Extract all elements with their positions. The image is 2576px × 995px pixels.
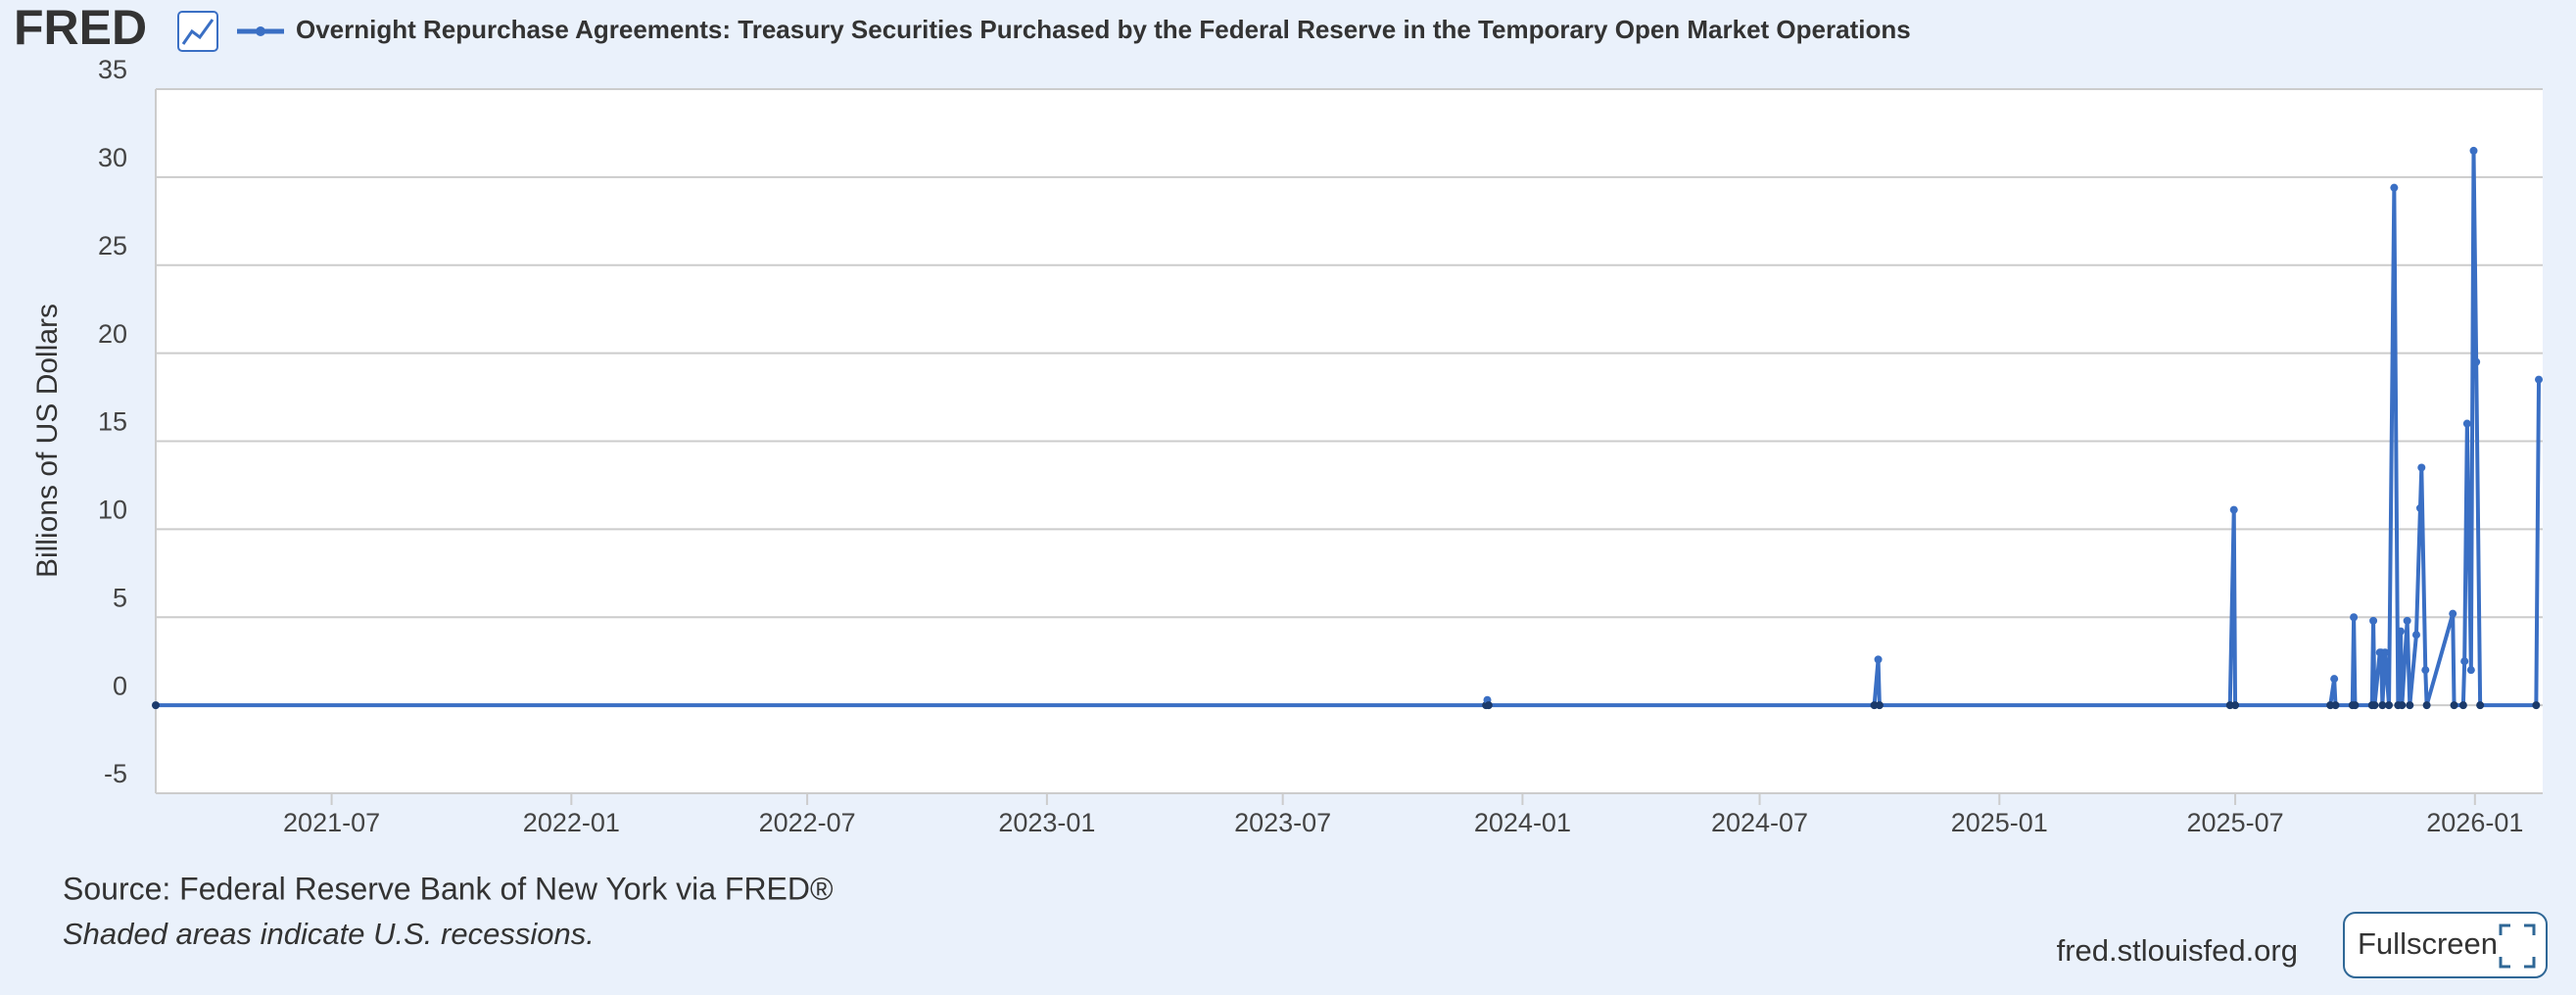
data-point [2385, 701, 2394, 710]
y-tick-label: 0 [113, 671, 127, 700]
data-point [2331, 701, 2340, 710]
data-point [2330, 675, 2339, 684]
data-point [1875, 701, 1884, 710]
y-tick-label: 30 [98, 143, 127, 172]
data-point [2417, 463, 2426, 472]
logo-icon [177, 11, 218, 52]
y-tick-label: 35 [98, 55, 127, 84]
data-point [2350, 613, 2359, 622]
fullscreen-icon[interactable] [2499, 924, 2536, 969]
x-tick-label: 2025-01 [1951, 808, 2048, 837]
x-tick-label: 2022-07 [759, 808, 856, 837]
logo: FRED [14, 0, 147, 55]
y-tick-label: 10 [98, 496, 127, 525]
x-tick-label: 2023-01 [998, 808, 1095, 837]
data-point [2462, 419, 2471, 428]
data-point [2403, 616, 2411, 625]
website: fred.stlouisfed.org [2057, 933, 2298, 968]
data-point [1484, 701, 1493, 710]
x-tick-label: 2022-01 [523, 808, 620, 837]
data-point [2398, 701, 2407, 710]
data-point [2421, 666, 2430, 675]
x-tick-label: 2024-01 [1474, 808, 1571, 837]
data-point [2472, 357, 2481, 366]
data-point [2450, 701, 2458, 710]
data-point [2369, 616, 2378, 625]
data-point [2351, 701, 2360, 710]
source: Source: Federal Reserve Bank of New York… [63, 871, 834, 906]
data-point [2449, 609, 2457, 618]
data-point [2476, 701, 2485, 710]
series-line [156, 148, 2542, 708]
data-point [2415, 503, 2424, 512]
y-tick-label: 25 [98, 231, 127, 261]
y-tick-label: 5 [113, 583, 127, 612]
data-point [2406, 701, 2414, 710]
data-point [2231, 701, 2240, 710]
note: Shaded areas indicate U.S. recessions. [63, 917, 595, 951]
y-tick-label: 15 [98, 407, 127, 437]
data-point [2381, 648, 2390, 657]
logo-icon-line [181, 19, 215, 45]
data-point [2378, 701, 2387, 710]
x-tick-label: 2023-07 [1234, 808, 1331, 837]
y-tick-label: -5 [104, 759, 127, 788]
legend-label: Overnight Repurchase Agreements: Treasur… [296, 15, 1911, 44]
y-tick-label: 20 [98, 319, 127, 349]
data-point [2411, 631, 2420, 640]
data-point [2390, 183, 2399, 192]
data-point [2422, 701, 2431, 710]
data-point [152, 701, 160, 710]
data-point [1874, 655, 1883, 664]
data-point [2466, 666, 2475, 675]
data-point [2370, 701, 2379, 710]
data-point [2460, 657, 2469, 666]
fullscreen-button[interactable] [2343, 912, 2548, 978]
data-point [2397, 627, 2406, 636]
fullscreen-label[interactable]: Fullscreen [2358, 926, 2498, 961]
y-axis-label: Billions of US Dollars [31, 304, 64, 578]
x-tick-label: 2025-07 [2187, 808, 2284, 837]
x-tick-label: 2021-07 [283, 808, 380, 837]
data-point [2535, 375, 2544, 384]
data-point [2469, 146, 2478, 155]
data-point [2458, 701, 2467, 710]
legend-marker [256, 26, 265, 36]
x-tick-label: 2026-01 [2426, 808, 2523, 837]
x-tick-label: 2024-07 [1711, 808, 1808, 837]
data-point [2532, 701, 2541, 710]
data-point [2229, 505, 2238, 514]
